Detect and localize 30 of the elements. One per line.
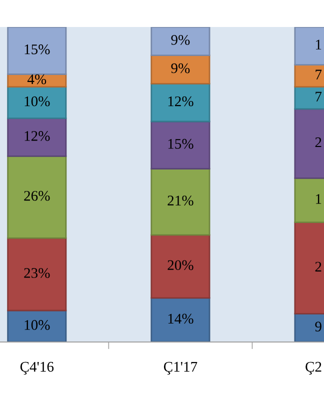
bar (7, 237, 67, 312)
data-label: 9 (315, 322, 322, 332)
data-label: 9% (171, 63, 190, 74)
bar (7, 155, 67, 239)
x-tick-label: Ç2 (306, 362, 322, 375)
data-label: 21% (168, 196, 194, 206)
data-label: 26% (24, 190, 50, 201)
annotation: 1 (316, 194, 322, 204)
data-label: 12% (168, 96, 194, 106)
data-label: 14% (168, 314, 194, 324)
data-label: 20% (168, 260, 194, 270)
data-label: 9% (171, 34, 190, 45)
data-label: 7 (316, 92, 322, 102)
annotation: 1 (316, 40, 322, 50)
data-label: 10% (24, 96, 50, 106)
annotation: 2 (315, 262, 322, 272)
data-label: 23% (24, 268, 50, 278)
data-label: 4% (27, 74, 46, 84)
x-tick-label: Ç4'16 (20, 362, 54, 375)
bar (7, 310, 67, 342)
data-label: 15% (24, 44, 50, 54)
data-label: 10% (24, 320, 50, 330)
data-label: 7 (316, 70, 322, 80)
bar (7, 27, 67, 75)
bar (7, 118, 67, 157)
bar (7, 86, 67, 120)
data-label: 15% (168, 138, 194, 149)
annotation: 2 (315, 137, 322, 148)
data-label: 12% (24, 131, 50, 141)
x-tick-label: Ç1'17 (164, 362, 198, 375)
